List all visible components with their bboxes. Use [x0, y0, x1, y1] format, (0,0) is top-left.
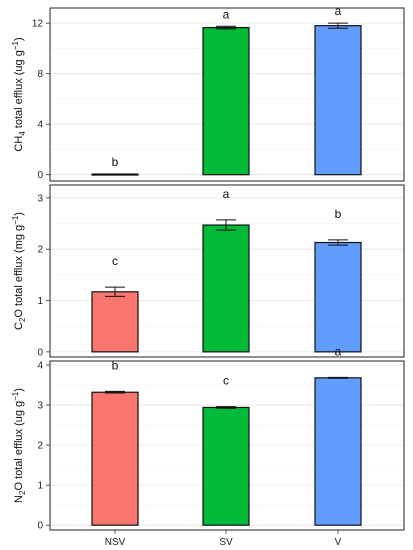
y-axis-title-part: CH — [13, 136, 25, 152]
bar-sv — [202, 26, 250, 176]
significance-label: a — [223, 187, 230, 201]
y-axis-title-part: −1 — [11, 215, 20, 225]
panel-border — [49, 184, 405, 358]
y-axis-title-part: total efflux (ug g — [13, 50, 25, 131]
significance-label: b — [112, 155, 119, 169]
y-axis-title-part: −1 — [11, 40, 20, 50]
significance-label: c — [223, 374, 229, 388]
y-tick-label: 0 — [37, 521, 43, 532]
panel-border — [49, 360, 405, 531]
significance-label: a — [335, 344, 342, 358]
y-axis-title-part: O total efflux (ug g — [13, 401, 25, 491]
bar-sv — [202, 406, 250, 526]
y-axis-title-part: C — [13, 322, 25, 330]
significance-label: a — [223, 7, 230, 21]
y-axis-title-part: −1 — [11, 391, 20, 401]
significance-label: b — [112, 358, 119, 372]
y-tick-label: 3 — [37, 193, 43, 204]
y-axis-title-part: 2 — [18, 317, 27, 322]
y-axis-title: N2O total efflux (ug g−1) — [11, 388, 27, 503]
significance-label: a — [335, 4, 342, 18]
x-tick-label: NSV — [105, 537, 126, 548]
bar-nsv — [91, 291, 139, 353]
y-tick-label: 3 — [37, 401, 43, 412]
y-tick-label: 4 — [37, 361, 43, 372]
x-tick-label: V — [335, 537, 342, 548]
y-axis-title-part: ) — [13, 212, 25, 216]
bar-v — [314, 241, 362, 353]
y-tick-label: 8 — [37, 69, 43, 80]
bar-nsv — [91, 391, 139, 526]
y-tick-label: 1 — [37, 296, 43, 307]
y-axis-title: C2O total efflux (mg g−1) — [11, 212, 27, 330]
bar-nsv — [91, 173, 139, 176]
y-tick-label: 2 — [37, 441, 43, 452]
y-axis-title-part: 2 — [18, 490, 27, 495]
y-axis-title-part: 4 — [18, 131, 27, 136]
significance-label: c — [112, 254, 118, 268]
y-tick-label: 0 — [37, 347, 43, 358]
y-axis-title-part: ) — [13, 388, 25, 392]
y-axis-title-part: ) — [13, 37, 25, 41]
significance-label: b — [335, 207, 342, 221]
y-axis-title: CH4 total efflux (ug g−1) — [11, 37, 27, 151]
y-tick-label: 12 — [32, 19, 44, 30]
y-axis-title-part: N — [13, 495, 25, 503]
x-tick-label: SV — [219, 537, 233, 548]
bar-v — [314, 377, 362, 526]
y-tick-label: 2 — [37, 245, 43, 256]
bar-sv — [202, 224, 250, 353]
y-axis-title-part: O total efflux (mg g — [13, 225, 25, 318]
y-tick-label: 4 — [37, 120, 43, 131]
bar-v — [314, 25, 362, 176]
y-tick-label: 1 — [37, 481, 43, 492]
y-tick-label: 0 — [37, 170, 43, 181]
panel-border — [49, 7, 405, 182]
